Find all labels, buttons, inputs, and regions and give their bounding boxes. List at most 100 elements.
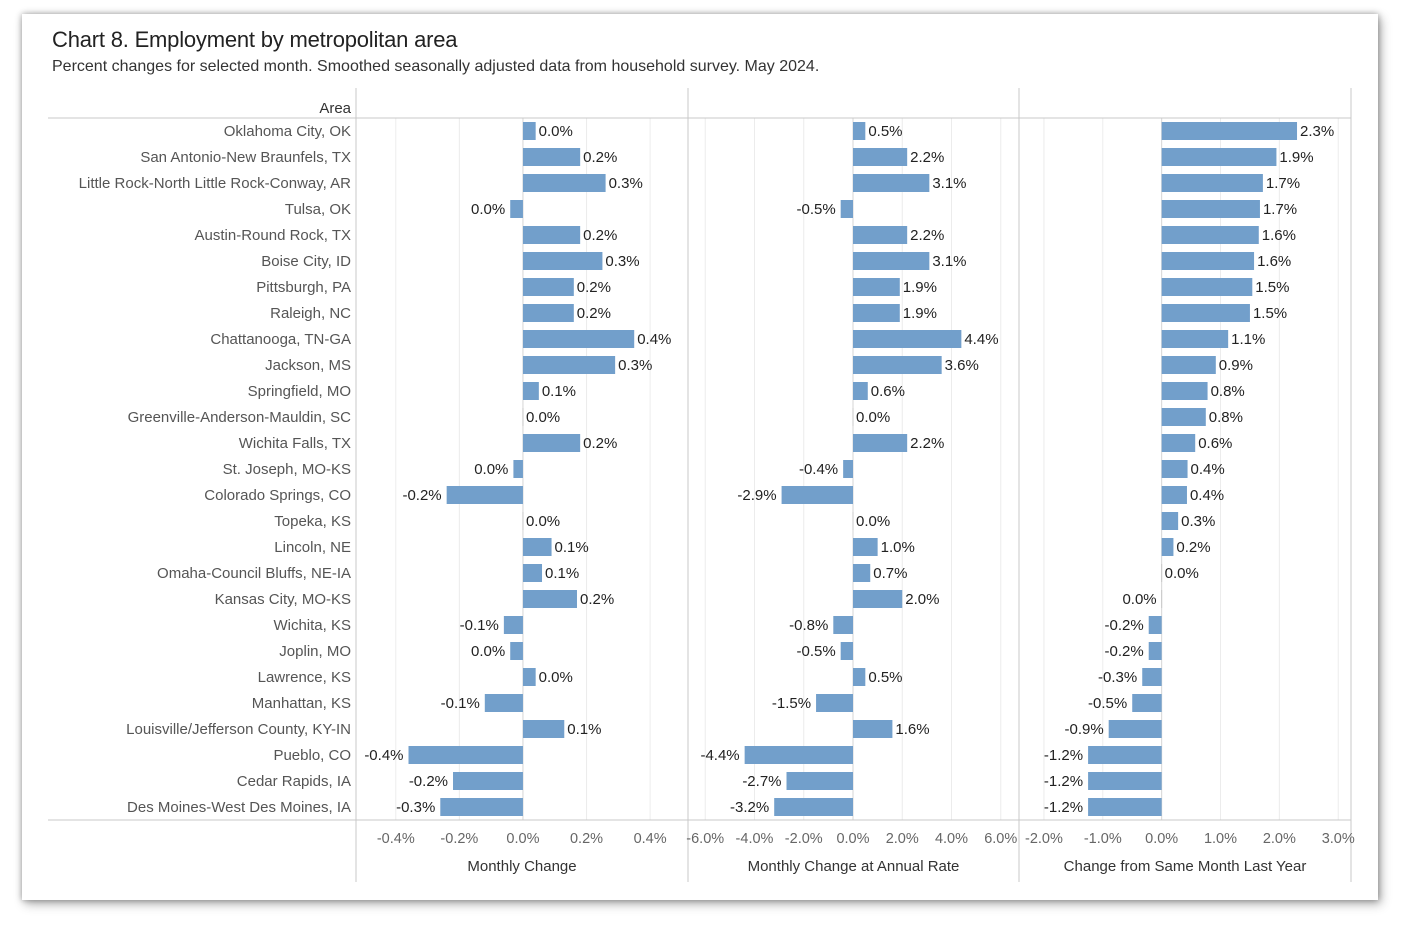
bar bbox=[522, 148, 581, 166]
bar bbox=[1161, 408, 1206, 426]
data-label: 4.4% bbox=[964, 331, 998, 348]
tick-label: 6.0% bbox=[984, 831, 1017, 847]
bar bbox=[522, 174, 606, 192]
data-label: -0.8% bbox=[789, 617, 828, 634]
bar bbox=[1161, 226, 1259, 244]
data-label: 0.3% bbox=[618, 357, 652, 374]
category-label: Chattanooga, TN-GA bbox=[210, 331, 351, 348]
data-label: -0.4% bbox=[364, 747, 403, 764]
chart-card: Chart 8. Employment by metropolitan area… bbox=[22, 14, 1378, 900]
bar bbox=[853, 720, 893, 738]
bar bbox=[1161, 122, 1298, 140]
data-label: 0.8% bbox=[1209, 409, 1243, 426]
panel-title: Monthly Change bbox=[467, 858, 576, 875]
data-label: 1.6% bbox=[1257, 253, 1291, 270]
data-label: 0.0% bbox=[471, 643, 505, 660]
category-label: Springfield, MO bbox=[248, 383, 351, 400]
bar bbox=[522, 382, 539, 400]
data-label: -2.9% bbox=[737, 487, 776, 504]
data-label: 0.1% bbox=[555, 539, 589, 556]
bar bbox=[853, 538, 878, 556]
bar bbox=[853, 174, 930, 192]
bar bbox=[522, 278, 574, 296]
tick-label: 0.0% bbox=[1145, 831, 1178, 847]
data-label: 0.4% bbox=[1190, 487, 1224, 504]
bar bbox=[853, 434, 908, 452]
data-label: 0.2% bbox=[580, 591, 614, 608]
bar-chart: Oklahoma City, OK San Antonio-New Braunfe… bbox=[48, 88, 1355, 882]
data-label: 1.7% bbox=[1266, 175, 1300, 192]
bar bbox=[744, 746, 853, 764]
data-label: 0.6% bbox=[871, 383, 905, 400]
tick-label: -1.0% bbox=[1084, 831, 1122, 847]
category-label: Joplin, MO bbox=[279, 643, 351, 660]
bar bbox=[843, 460, 853, 478]
bar bbox=[522, 122, 536, 140]
data-label: 0.4% bbox=[637, 331, 671, 348]
bar bbox=[522, 434, 581, 452]
category-label: Wichita Falls, TX bbox=[239, 435, 351, 452]
category-label: Wichita, KS bbox=[273, 617, 351, 634]
bar bbox=[1161, 330, 1229, 348]
bar bbox=[781, 486, 853, 504]
bar bbox=[853, 330, 962, 348]
bar bbox=[453, 772, 523, 790]
data-label: 1.5% bbox=[1255, 279, 1289, 296]
bar bbox=[853, 564, 871, 582]
bar bbox=[853, 252, 930, 270]
bar bbox=[1161, 382, 1208, 400]
bar bbox=[522, 590, 577, 608]
bar bbox=[522, 538, 552, 556]
bar bbox=[853, 590, 903, 608]
category-label: Boise City, ID bbox=[261, 253, 351, 270]
area-header: Area bbox=[319, 100, 351, 117]
category-label: Topeka, KS bbox=[274, 513, 351, 530]
bar bbox=[522, 226, 581, 244]
bar bbox=[853, 304, 900, 322]
bar bbox=[853, 356, 942, 374]
data-label: 0.2% bbox=[583, 149, 617, 166]
data-label: 2.0% bbox=[905, 591, 939, 608]
category-label: Lincoln, NE bbox=[274, 539, 351, 556]
bar bbox=[1161, 252, 1255, 270]
data-label: 1.0% bbox=[881, 539, 915, 556]
bar bbox=[1132, 694, 1162, 712]
tick-label: -0.4% bbox=[377, 831, 415, 847]
data-label: 1.9% bbox=[903, 279, 937, 296]
bar bbox=[1161, 148, 1277, 166]
data-label: 0.0% bbox=[539, 123, 573, 140]
data-label: 0.3% bbox=[609, 175, 643, 192]
category-label: Pueblo, CO bbox=[273, 747, 351, 764]
data-label: 1.9% bbox=[1279, 149, 1313, 166]
bar bbox=[774, 798, 853, 816]
category-label: Manhattan, KS bbox=[252, 695, 351, 712]
bar bbox=[446, 486, 523, 504]
tick-label: 0.0% bbox=[836, 831, 869, 847]
data-label: 0.3% bbox=[1181, 513, 1215, 530]
bar bbox=[408, 746, 523, 764]
tick-label: 0.0% bbox=[506, 831, 539, 847]
data-label: -0.2% bbox=[1105, 643, 1144, 660]
bar bbox=[513, 460, 523, 478]
tick-label: -2.0% bbox=[785, 831, 823, 847]
bar bbox=[1161, 460, 1188, 478]
tick-label: 3.0% bbox=[1322, 831, 1355, 847]
category-label: Raleigh, NC bbox=[270, 305, 351, 322]
data-labels: Oklahoma City, OK San Antonio-New Braunfe… bbox=[79, 123, 1335, 816]
bar bbox=[853, 122, 866, 140]
data-label: 0.0% bbox=[856, 409, 890, 426]
data-label: 0.2% bbox=[583, 435, 617, 452]
data-label: 0.2% bbox=[1176, 539, 1210, 556]
tick-label: -6.0% bbox=[686, 831, 724, 847]
data-label: 0.2% bbox=[577, 279, 611, 296]
category-label: Des Moines-West Des Moines, IA bbox=[127, 799, 351, 816]
data-label: 2.2% bbox=[910, 435, 944, 452]
data-label: 3.1% bbox=[932, 175, 966, 192]
bar bbox=[1108, 720, 1162, 738]
tick-label: 4.0% bbox=[935, 831, 968, 847]
data-label: 0.1% bbox=[545, 565, 579, 582]
data-label: 0.8% bbox=[1211, 383, 1245, 400]
data-label: 1.9% bbox=[903, 305, 937, 322]
bar bbox=[522, 720, 565, 738]
panel-title: Change from Same Month Last Year bbox=[1064, 858, 1307, 875]
